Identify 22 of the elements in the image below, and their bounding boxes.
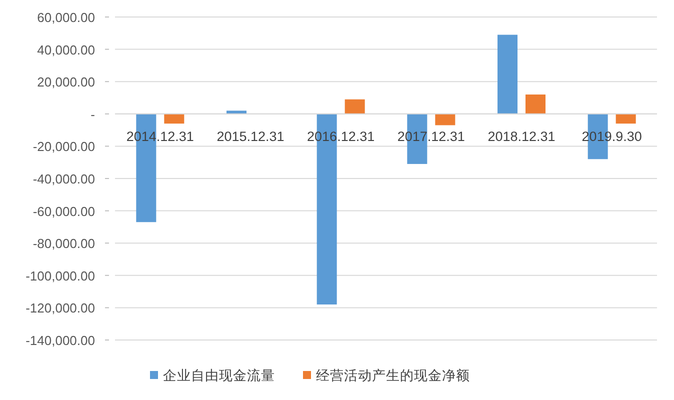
y-tick-label: 40,000.00 [37, 42, 95, 58]
y-tick-label: -60,000.00 [32, 204, 95, 219]
x-tick-label: 2015.12.31 [216, 128, 284, 144]
x-tick-label: 2018.12.31 [488, 128, 556, 144]
legend-label: 企业自由现金流量 [163, 368, 275, 383]
y-tick-label: -40,000.00 [32, 172, 95, 186]
y-tick-label: -20,000.00 [32, 139, 95, 154]
bar [616, 114, 636, 124]
y-tick-label: 60,000.00 [37, 10, 95, 25]
bar [226, 110, 246, 114]
y-tick-label: -100,000.00 [26, 268, 95, 284]
y-tick-label: -80,000.00 [32, 236, 95, 252]
y-tick-label: - [90, 106, 95, 122]
y-tick-label: -120,000.00 [26, 300, 95, 316]
y-tick-label: -140,000.00 [26, 333, 95, 348]
y-tick-label: 20,000.00 [37, 74, 95, 90]
bar [498, 34, 518, 114]
bar [344, 99, 365, 114]
bar [526, 94, 546, 114]
bar [164, 114, 184, 124]
bar [435, 114, 456, 126]
legend-label: 经营活动产生的现金净额 [316, 368, 470, 383]
